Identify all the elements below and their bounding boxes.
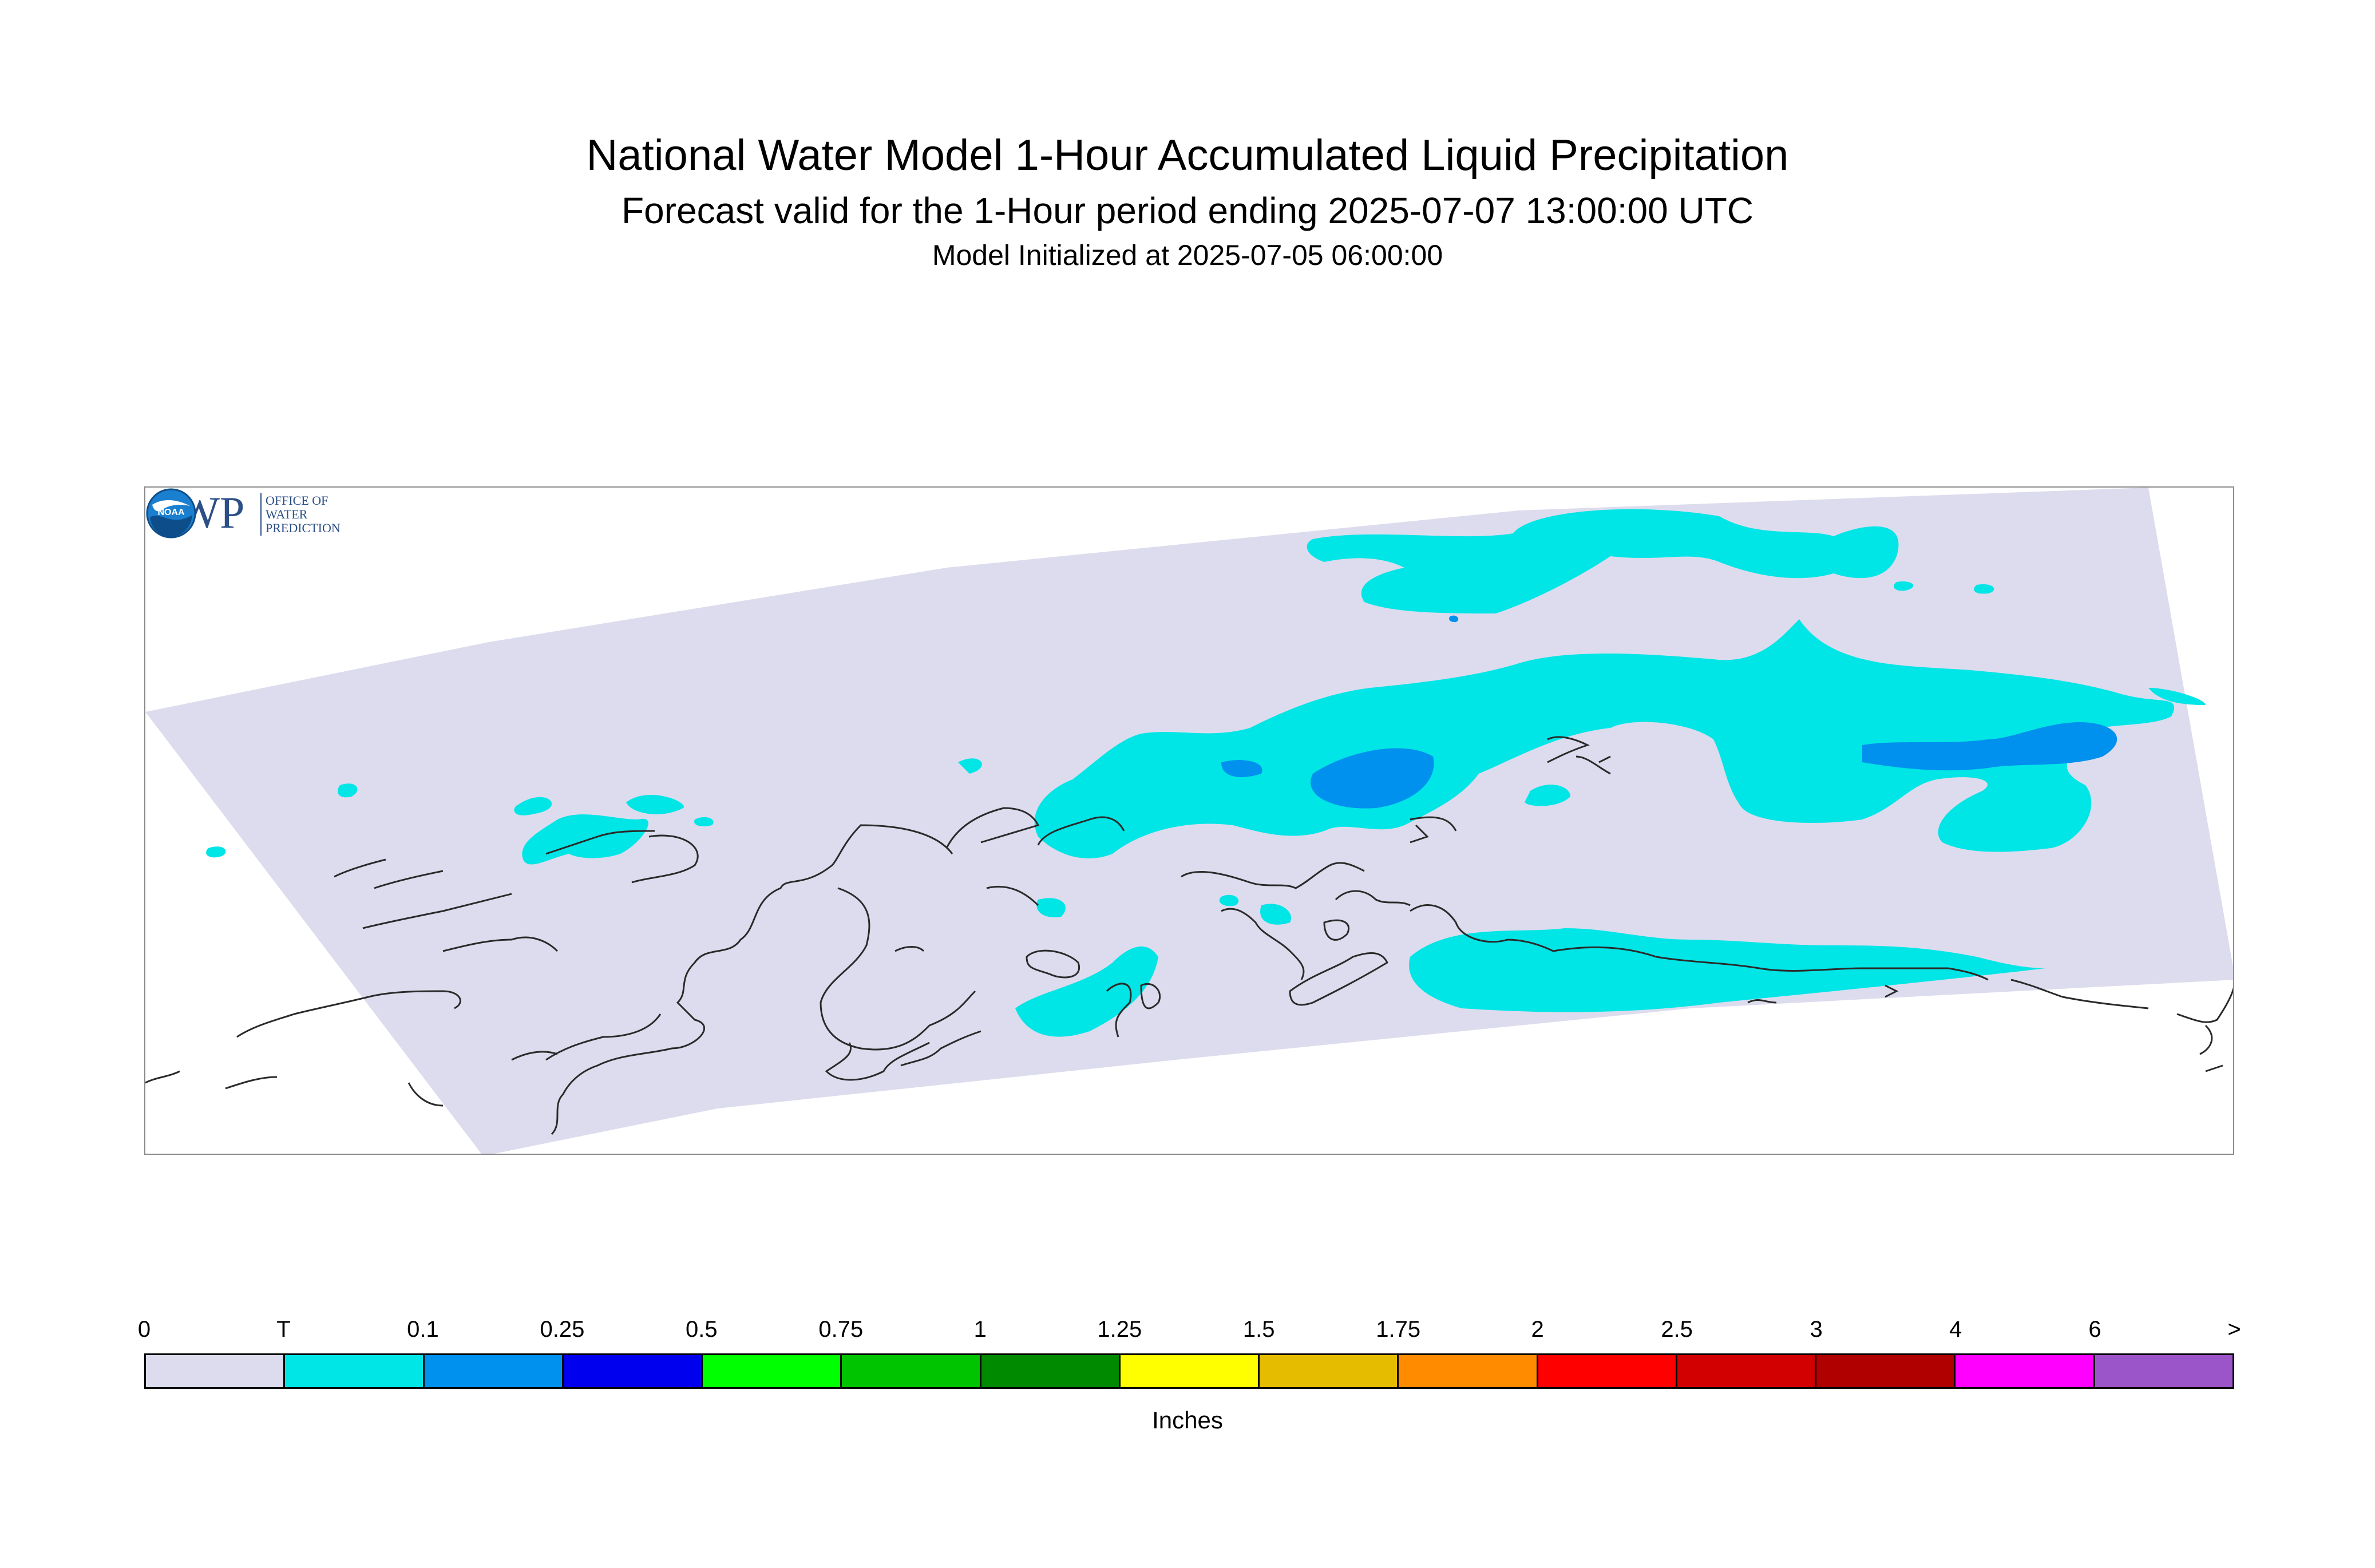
legend-tick-label: 4 [1949, 1317, 1962, 1342]
legend-units-label: Inches [1152, 1407, 1223, 1434]
legend-bin-3 [563, 1355, 703, 1387]
legend-bin-2 [424, 1355, 564, 1387]
legend-bin-1 [285, 1355, 425, 1387]
legend-colorbar [144, 1353, 2234, 1389]
legend-tick-label: 1.5 [1242, 1317, 1275, 1342]
legend-tick-label: 1 [973, 1317, 987, 1342]
legend-tick-label: 0.75 [818, 1317, 864, 1342]
map-canvas [145, 488, 2233, 1154]
legend-bin-14 [2095, 1355, 2232, 1387]
legend-bin-7 [1120, 1355, 1260, 1387]
legend-bin-9 [1399, 1355, 1538, 1387]
legend-tick-label: 1.75 [1376, 1317, 1421, 1342]
legend-bin-0 [146, 1355, 286, 1387]
noaa-logo: NOAA [146, 488, 196, 538]
light-precip-areas [1221, 615, 2117, 809]
page-title: National Water Model 1-Hour Accumulated … [586, 131, 1789, 180]
owp-logo-line1: OFFICE OF [266, 493, 328, 508]
legend-tick-label: > [2227, 1317, 2241, 1342]
legend-bin-12 [1816, 1355, 1956, 1387]
precipitation-map: OWP OFFICE OF WATER PREDICTION NOAA [144, 486, 2234, 1155]
legend-tick-label: 1.25 [1097, 1317, 1142, 1342]
legend-tick-label: 0.5 [686, 1317, 718, 1342]
legend-tick-label: 0.1 [407, 1317, 439, 1342]
model-init-label: Model Initialized at 2025-07-05 06:00:00 [932, 239, 1443, 271]
legend-bin-11 [1677, 1355, 1817, 1387]
legend-tick-label: 2 [1531, 1317, 1544, 1342]
coastlines [145, 736, 2233, 1135]
noaa-logo-text: NOAA [157, 508, 185, 517]
owp-logo-line2: WATER [266, 507, 308, 521]
legend-tick-label: T [276, 1317, 291, 1342]
legend-tick-label: 0.25 [540, 1317, 585, 1342]
legend-tick-labels: 0 T 0.1 0.25 0.5 0.75 1 1.25 1.5 1.75 2 2.5 3 4 6 > [138, 1315, 2241, 1344]
forecast-valid-subtitle: Forecast valid for the 1-Hour period end… [621, 190, 1754, 231]
legend-tick-label: 6 [2088, 1317, 2101, 1342]
legend-bin-10 [1538, 1355, 1677, 1387]
legend-tick-label: 2.5 [1661, 1317, 1693, 1342]
legend-bin-5 [842, 1355, 981, 1387]
legend-bin-6 [981, 1355, 1121, 1387]
legend-bin-13 [1956, 1355, 2095, 1387]
legend-bin-4 [703, 1355, 842, 1387]
legend-tick-label: 0 [137, 1317, 151, 1342]
owp-logo-line3: PREDICTION [266, 521, 341, 535]
legend-bin-8 [1260, 1355, 1399, 1387]
legend-tick-label: 3 [1810, 1317, 1823, 1342]
